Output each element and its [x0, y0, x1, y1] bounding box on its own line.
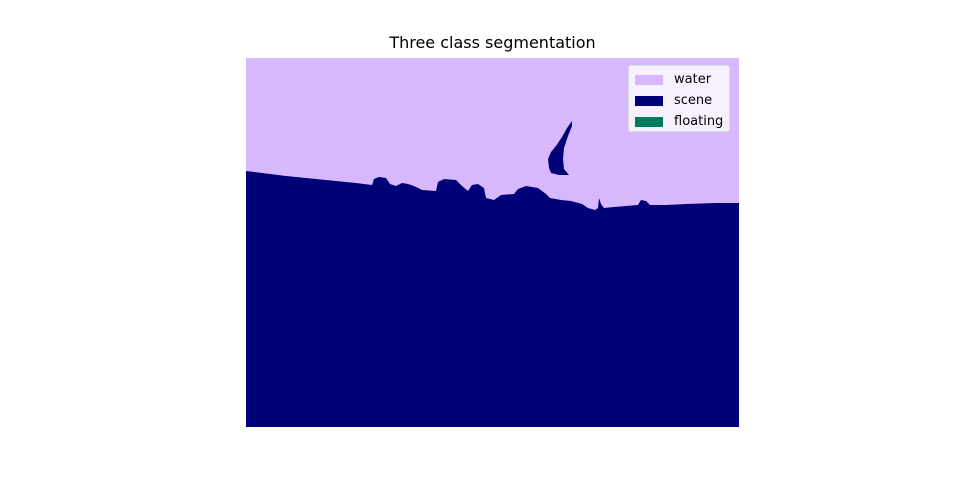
legend-label-water: water: [674, 72, 712, 87]
scene-region: [246, 171, 739, 427]
legend-swatch-floating: [635, 116, 663, 127]
legend-item-water: water: [635, 69, 723, 90]
figure-title: Three class segmentation: [389, 33, 596, 52]
legend-swatch-water: [635, 74, 663, 85]
legend-item-scene: scene: [635, 90, 723, 111]
legend-item-floating: floating: [635, 111, 723, 132]
legend-label-scene: scene: [674, 93, 713, 108]
legend-swatch-scene: [635, 95, 663, 106]
legend-label-floating: floating: [674, 114, 724, 129]
legend: water scene floating: [628, 65, 730, 132]
floating-object-region: [548, 121, 572, 175]
